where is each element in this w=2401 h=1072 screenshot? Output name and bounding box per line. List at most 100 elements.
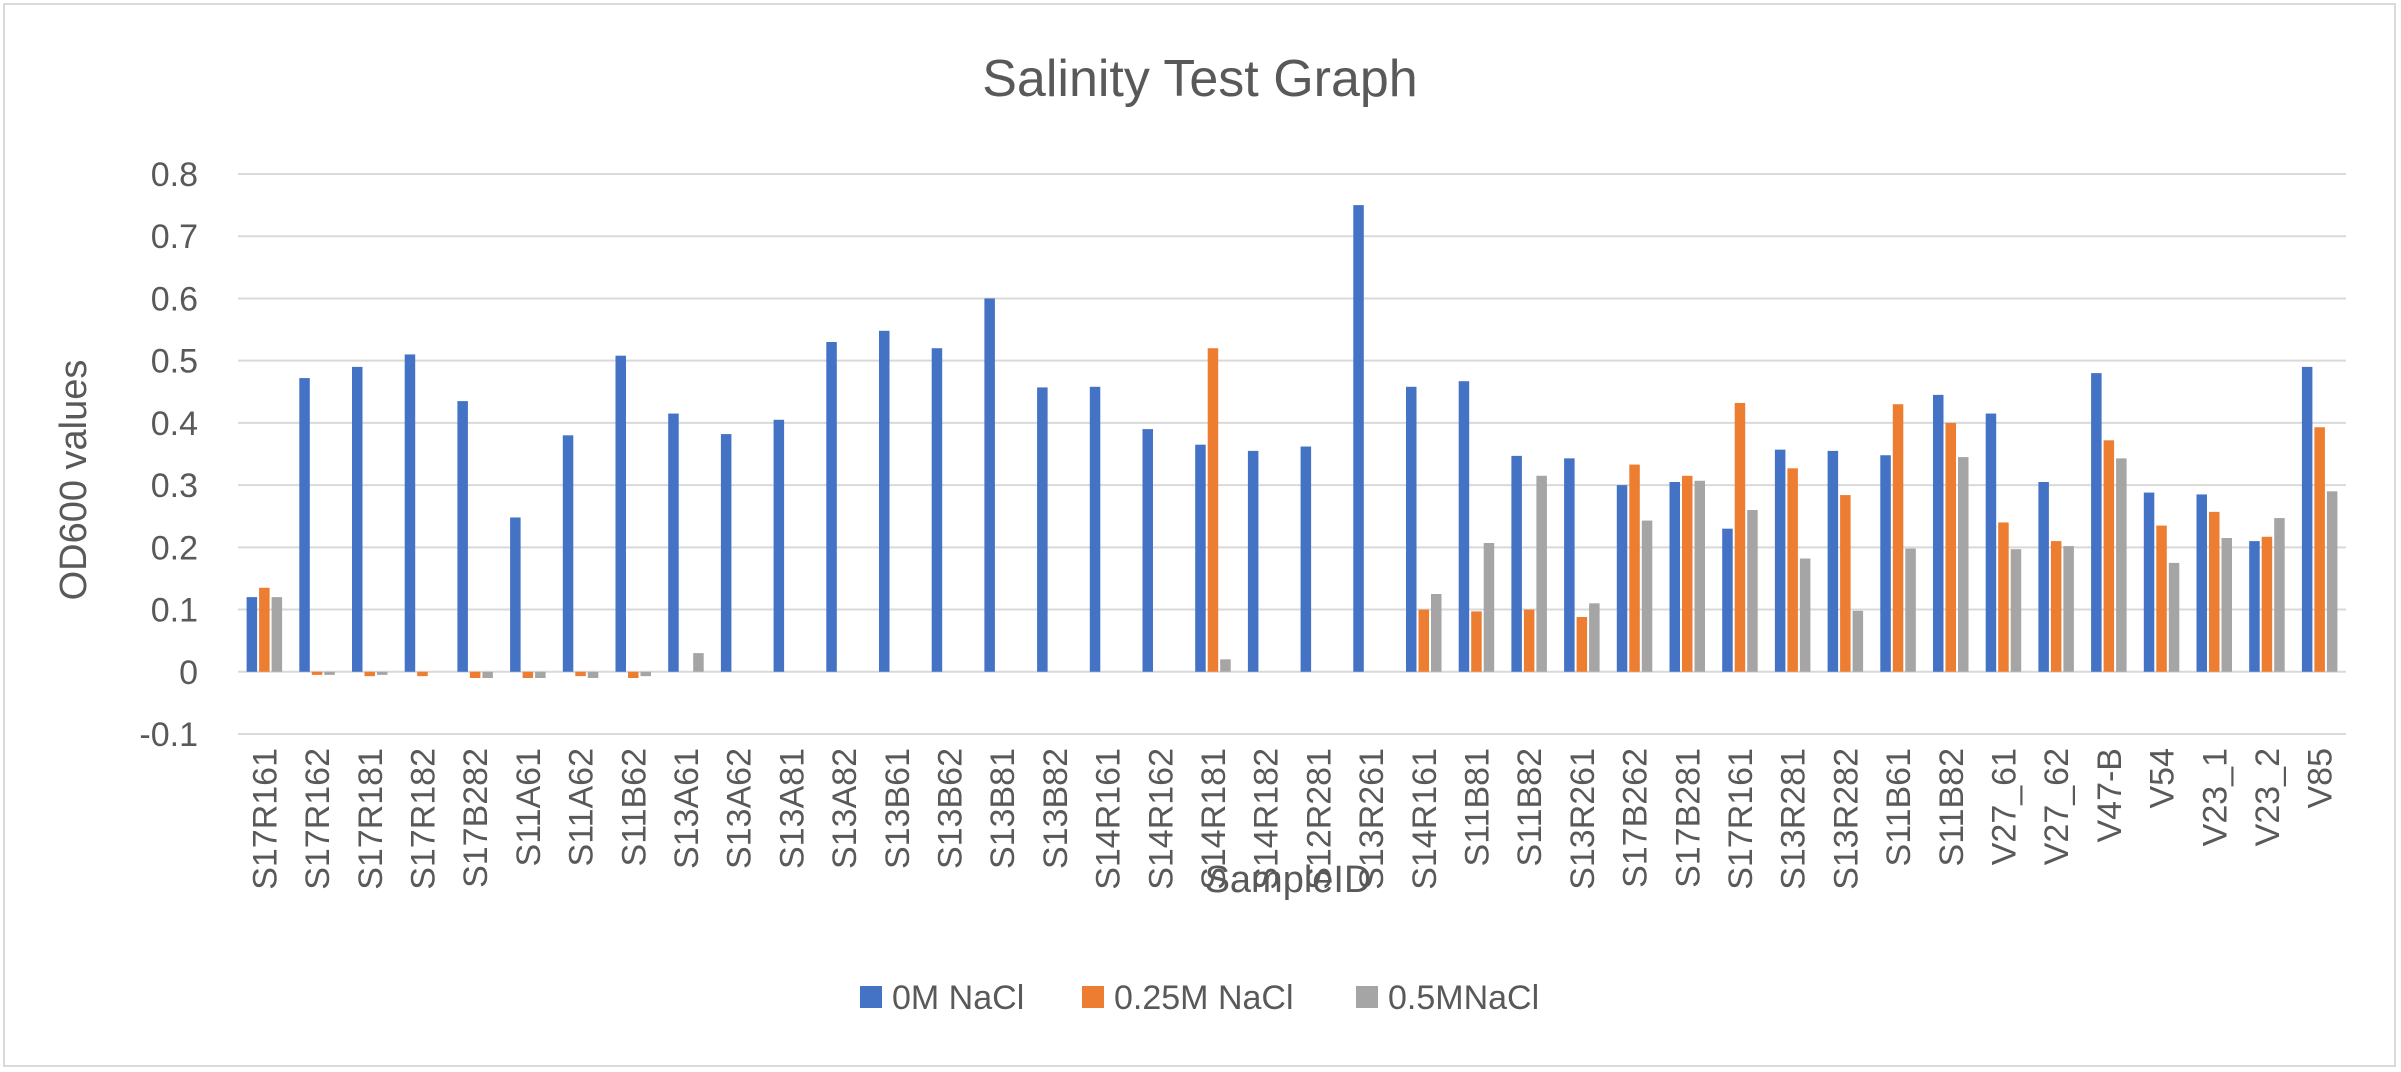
bar bbox=[1892, 404, 1904, 672]
bar bbox=[1458, 381, 1470, 672]
bar bbox=[1418, 609, 1429, 672]
bar bbox=[984, 298, 995, 672]
bar bbox=[1852, 610, 1864, 672]
legend-label: 0.5MNaCl bbox=[1388, 979, 1539, 1017]
bar bbox=[1220, 659, 1231, 672]
y-tick-label: 0.6 bbox=[151, 280, 198, 318]
bar bbox=[1037, 387, 1048, 672]
bar bbox=[2249, 541, 2260, 672]
bar bbox=[640, 671, 651, 677]
bar bbox=[246, 597, 258, 672]
bar bbox=[1985, 413, 1997, 672]
bar bbox=[1471, 611, 1482, 672]
bar bbox=[1958, 457, 1969, 672]
y-axis-title: OD600 values bbox=[53, 360, 95, 601]
x-tick-label: V27_61 bbox=[1985, 748, 2023, 865]
bar bbox=[615, 355, 626, 672]
bar bbox=[417, 671, 428, 677]
bar bbox=[1406, 386, 1417, 672]
bar bbox=[1431, 594, 1442, 672]
x-tick-label: S13R282 bbox=[1827, 748, 1865, 890]
x-tick-label: S17B282 bbox=[457, 748, 495, 888]
gridlines bbox=[238, 173, 2346, 735]
bar bbox=[2038, 482, 2049, 672]
bar bbox=[1207, 348, 1219, 672]
bar bbox=[324, 671, 335, 675]
x-tick-label: S13A81 bbox=[773, 748, 811, 869]
bar bbox=[1840, 495, 1851, 672]
bar bbox=[1694, 480, 1705, 672]
legend-swatch bbox=[860, 986, 882, 1008]
bar bbox=[522, 671, 534, 678]
x-tick-label: S11B61 bbox=[1880, 748, 1918, 866]
x-tick-label: S13B82 bbox=[1037, 748, 1075, 869]
bar bbox=[1536, 475, 1547, 672]
x-tick-label: S17B281 bbox=[1669, 748, 1707, 888]
bar bbox=[1300, 446, 1312, 672]
x-tick-label: S17B262 bbox=[1617, 748, 1655, 888]
bar bbox=[1616, 485, 1628, 672]
x-tick-label: S13A61 bbox=[668, 748, 706, 869]
x-tick-label: S17R182 bbox=[404, 748, 442, 890]
bar bbox=[628, 671, 639, 678]
bar bbox=[311, 671, 323, 675]
y-axis-ticks: 0.8 0.7 0.6 0.5 0.4 0.3 0.2 0.1 0 -0.1 bbox=[139, 156, 198, 754]
x-tick-label: S13B62 bbox=[931, 748, 969, 869]
bars bbox=[246, 205, 2338, 678]
x-tick-label: S17R181 bbox=[352, 748, 390, 890]
bar bbox=[1905, 548, 1916, 672]
bar bbox=[587, 671, 599, 678]
x-tick-label: V23_1 bbox=[2196, 748, 2234, 846]
x-tick-label: S13A62 bbox=[721, 748, 759, 869]
x-tick-label: S14R161 bbox=[1090, 748, 1128, 890]
bar bbox=[2156, 525, 2167, 672]
bar bbox=[1722, 528, 1733, 672]
y-tick-label: 0.4 bbox=[151, 405, 198, 443]
legend-label: 0M NaCl bbox=[892, 979, 1024, 1017]
x-tick-label: S11B82 bbox=[1933, 748, 1971, 866]
bar bbox=[377, 671, 388, 675]
bar bbox=[826, 342, 837, 672]
x-tick-label: S11B82 bbox=[1511, 748, 1549, 866]
bar bbox=[259, 587, 270, 672]
bar bbox=[1564, 458, 1575, 672]
bar bbox=[2063, 546, 2074, 672]
bar bbox=[2116, 458, 2127, 672]
bar bbox=[404, 354, 416, 672]
bar bbox=[1734, 402, 1746, 672]
x-tick-label: S12R281 bbox=[1300, 748, 1338, 890]
chart-title: Salinity Test Graph bbox=[982, 50, 1417, 108]
y-tick-label: 0.2 bbox=[151, 529, 198, 567]
bar bbox=[1880, 455, 1891, 672]
x-tick-label: S11B62 bbox=[615, 748, 653, 866]
y-tick-label: 0.8 bbox=[151, 156, 198, 194]
bar bbox=[1483, 542, 1495, 672]
y-tick-label: 0.7 bbox=[151, 218, 198, 256]
bar bbox=[1945, 422, 1956, 672]
x-tick-label: V47-B bbox=[2091, 748, 2129, 843]
bar bbox=[2010, 549, 2022, 672]
bar bbox=[2050, 541, 2062, 672]
bar bbox=[1511, 455, 1522, 672]
bar bbox=[1747, 510, 1758, 672]
bar bbox=[1629, 464, 1640, 672]
bar bbox=[2301, 366, 2313, 672]
x-tick-label: V85 bbox=[2302, 748, 2340, 809]
bar bbox=[535, 671, 546, 678]
bar bbox=[2168, 562, 2180, 672]
bar bbox=[879, 330, 890, 672]
y-tick-label: 0.1 bbox=[151, 592, 198, 630]
x-tick-label: S13R261 bbox=[1564, 748, 1602, 890]
bar bbox=[1576, 617, 1588, 672]
bar bbox=[773, 419, 785, 672]
x-tick-label: S11B81 bbox=[1458, 748, 1496, 866]
bar bbox=[1089, 386, 1101, 672]
bar bbox=[720, 434, 732, 672]
bar bbox=[482, 671, 493, 678]
bar bbox=[2143, 492, 2155, 672]
bar bbox=[1998, 522, 2009, 672]
bar bbox=[1195, 444, 1206, 672]
bar bbox=[2221, 538, 2232, 672]
x-axis-title: SampleID bbox=[1205, 859, 1372, 901]
